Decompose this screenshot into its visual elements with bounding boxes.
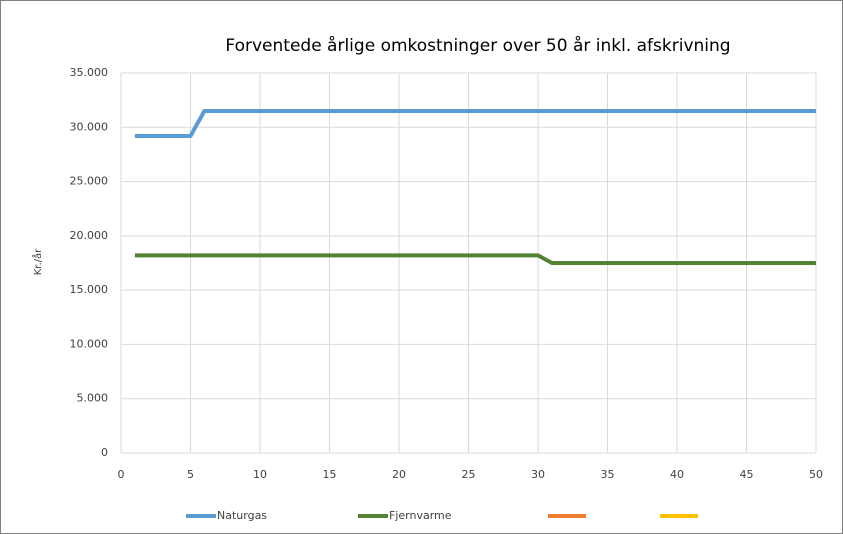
y-tick-label: 35.000 <box>70 66 109 79</box>
x-tick-label: 0 <box>118 468 125 481</box>
y-axis-label: Kr./år <box>31 248 44 275</box>
y-tick-label: 20.000 <box>70 229 109 242</box>
x-tick-label: 15 <box>323 468 337 481</box>
series-line <box>134 109 816 138</box>
x-tick-label: 5 <box>187 468 194 481</box>
x-tick-label: 20 <box>392 468 406 481</box>
y-tick-label: 25.000 <box>70 175 109 188</box>
y-tick-label: 30.000 <box>70 120 109 133</box>
x-tick-label: 25 <box>462 468 476 481</box>
x-tick-label: 40 <box>670 468 684 481</box>
x-tick-label: 30 <box>531 468 545 481</box>
x-tick-label: 50 <box>809 468 823 481</box>
y-tick-label: 10.000 <box>70 337 109 350</box>
y-tick-label: 5.000 <box>77 392 109 405</box>
legend-label: Fjernvarme <box>389 509 452 522</box>
y-tick-label: 0 <box>101 446 108 459</box>
series-line <box>134 253 816 265</box>
chart-title: Forventede årlige omkostninger over 50 å… <box>225 35 730 56</box>
x-tick-label: 45 <box>740 468 754 481</box>
y-tick-label: 15.000 <box>70 283 109 296</box>
legend-label: Naturgas <box>217 509 267 522</box>
x-tick-label: 35 <box>601 468 615 481</box>
x-tick-label: 10 <box>253 468 267 481</box>
